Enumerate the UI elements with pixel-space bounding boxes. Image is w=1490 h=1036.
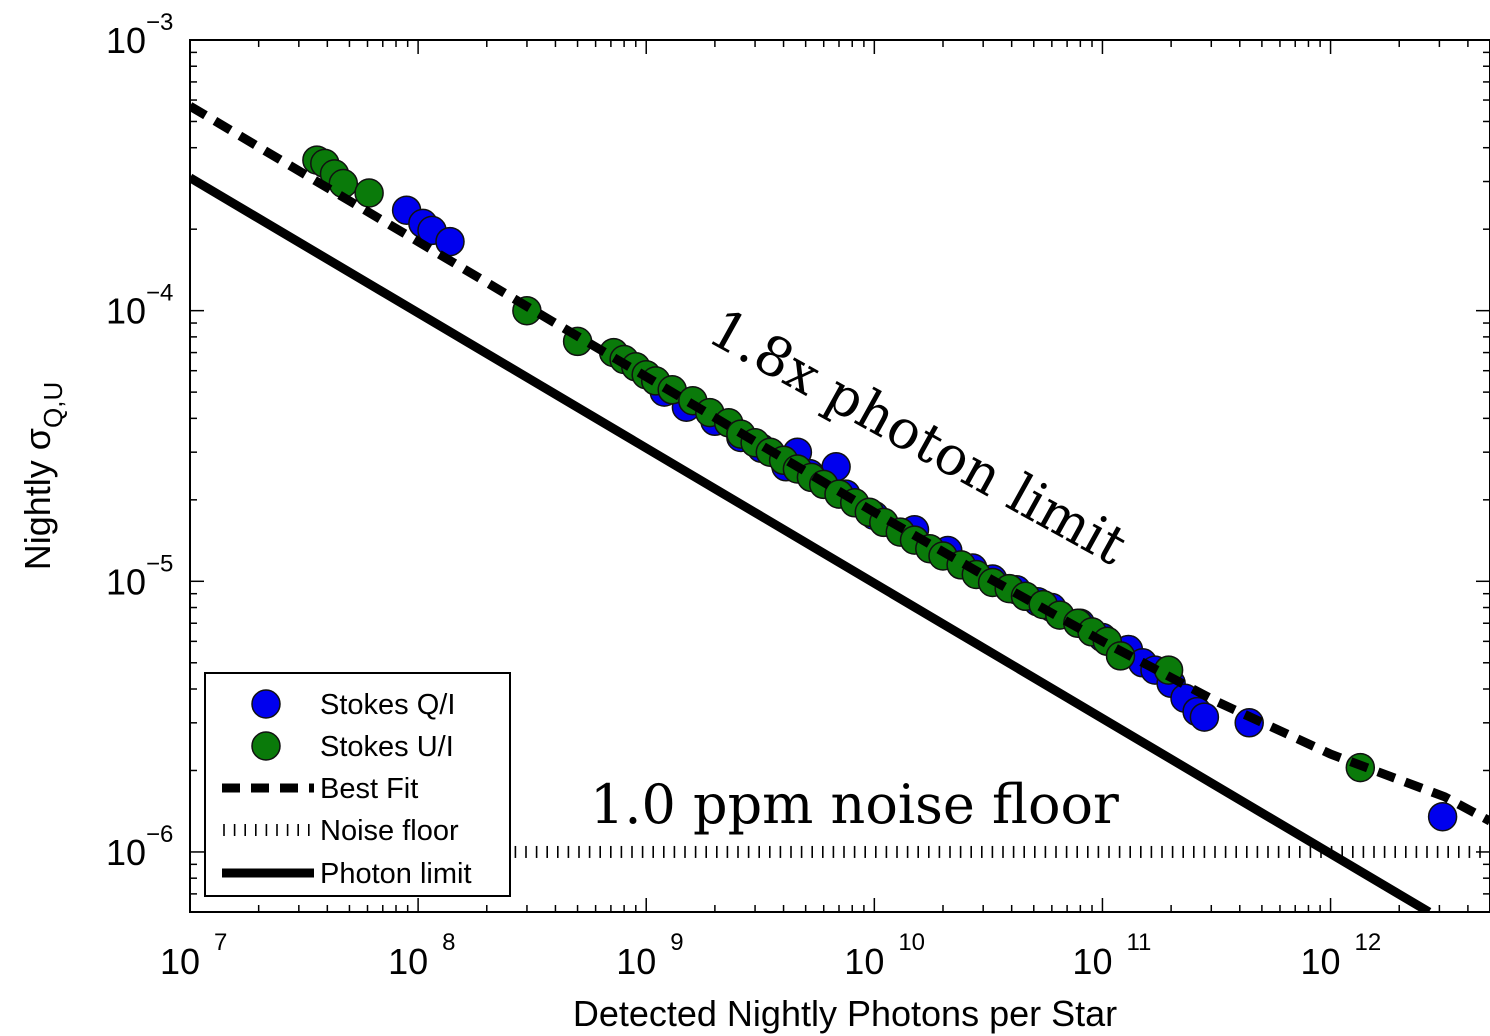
x-tick-label: 10 bbox=[160, 941, 200, 982]
y-axis-ticks: 10−310−410−510−6 bbox=[106, 9, 1490, 913]
best-fit-line bbox=[190, 102, 1490, 826]
legend-stokes-u-label: Stokes U/I bbox=[320, 731, 454, 763]
y-tick-exponent: −6 bbox=[146, 821, 173, 848]
photon-limit-line bbox=[190, 173, 1432, 912]
legend-stokes-q-swatch bbox=[251, 689, 281, 719]
x-tick-label: 10 bbox=[1301, 941, 1341, 982]
x-tick-exponent: 11 bbox=[1126, 929, 1151, 956]
y-tick-exponent: −3 bbox=[146, 9, 173, 36]
x-tick-label: 10 bbox=[616, 941, 656, 982]
stokes-u-series-point bbox=[354, 178, 384, 208]
y-tick-label: 10 bbox=[106, 291, 146, 332]
x-tick-exponent: 12 bbox=[1355, 929, 1382, 956]
stokes-u-series bbox=[302, 145, 1376, 783]
axes-box bbox=[189, 39, 1490, 913]
x-tick-label: 10 bbox=[388, 941, 428, 982]
y-tick-label: 10 bbox=[106, 561, 146, 602]
x-tick-exponent: 7 bbox=[214, 929, 227, 956]
stokes-q-series-point bbox=[1189, 702, 1220, 732]
legend: Stokes Q/I Stokes U/I Best Fit Noise floor P… bbox=[204, 672, 511, 897]
floor-annotation: 1.0 ppm noise floor bbox=[590, 773, 1119, 836]
y-axis-label: Nightly σQ,U bbox=[17, 382, 68, 571]
y-tick-label: 10 bbox=[106, 20, 146, 61]
y-axis-label-main: Nightly σ bbox=[17, 428, 58, 570]
stokes-q-series bbox=[391, 195, 1458, 832]
plot-frame bbox=[189, 39, 1490, 913]
x-axis-ticks: 10 7 10 8 10 9 10 10 10 11 10 12 bbox=[160, 40, 1490, 982]
y-tick-exponent: −4 bbox=[146, 280, 173, 307]
noise-floor-line bbox=[503, 845, 1481, 858]
legend-noise-floor-swatch bbox=[223, 824, 310, 836]
x-tick-label: 10 bbox=[1072, 941, 1112, 982]
plot-area bbox=[190, 102, 1490, 912]
x-tick-exponent: 8 bbox=[442, 929, 455, 956]
legend-noise-floor-label: Noise floor bbox=[320, 815, 459, 847]
x-axis-label: Detected Nightly Photons per Star bbox=[573, 993, 1117, 1034]
y-tick-exponent: −5 bbox=[146, 550, 173, 577]
legend-stokes-u-swatch bbox=[251, 731, 281, 761]
y-tick-label: 10 bbox=[106, 832, 146, 873]
x-tick-label: 10 bbox=[844, 941, 884, 982]
legend-stokes-q-label: Stokes Q/I bbox=[320, 689, 455, 721]
x-tick-exponent: 9 bbox=[670, 929, 683, 956]
svg-text:Nightly σQ,U: Nightly σQ,U bbox=[17, 382, 68, 571]
x-tick-exponent: 10 bbox=[898, 929, 925, 956]
stokes-q-series-point bbox=[1427, 801, 1458, 832]
legend-photon-limit-label: Photon limit bbox=[320, 858, 472, 890]
y-axis-label-subscript: Q,U bbox=[38, 382, 68, 428]
legend-best-fit-label: Best Fit bbox=[320, 773, 418, 805]
stokes-q-series-point bbox=[435, 226, 465, 257]
